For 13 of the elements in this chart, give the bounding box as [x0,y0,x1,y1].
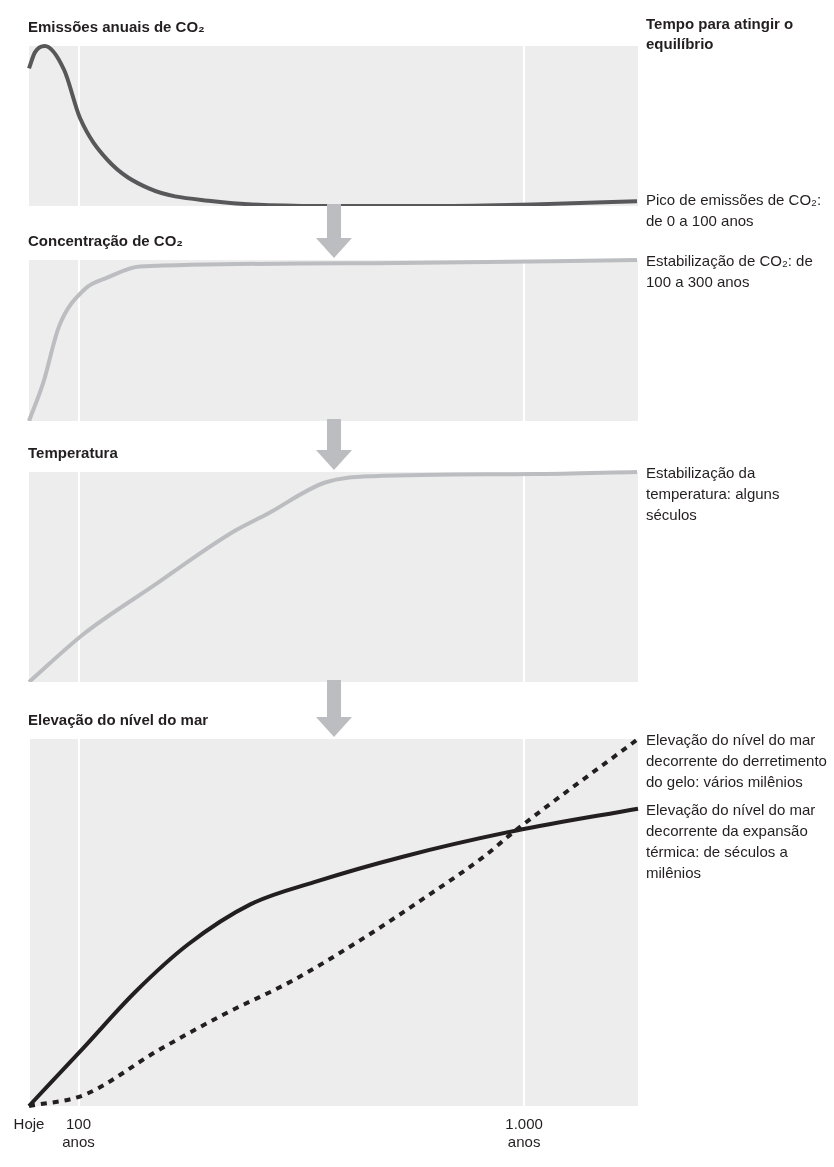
chart-title: Emissões anuais de CO₂ [28,18,205,35]
text: Tempo para atingir o equilíbrio [646,14,795,54]
x-tick-label: Hoje [13,1115,45,1133]
text: Estabilização da temperatura: alguns séculos [646,463,781,525]
chart-title: Temperatura [28,444,118,461]
text: Elevação do nível do mar decorrente da expansão térmica: de séculos a milênios [646,800,817,884]
chart-title: Concentração de CO₂ [28,232,184,249]
x-tick-label: 100 anos [62,1115,95,1151]
text: Pico de emissões de CO₂: de 0 a 100 anos [646,190,823,232]
text: Elevação do nível do mar decorrente do derretimento do gelo: vários milênios [646,730,828,792]
chart-title: Elevação do nível do mar [28,711,209,728]
x-tick-label: 1.000 anos [505,1115,543,1151]
text: Estabilização de CO₂: de 100 a 300 anos [646,251,814,292]
